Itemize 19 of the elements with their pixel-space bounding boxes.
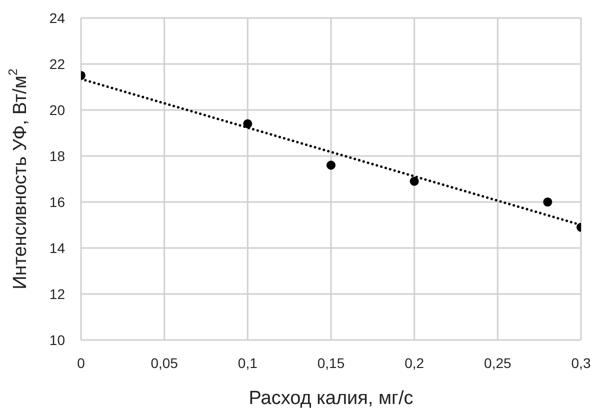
x-axis-title: Расход калия, мг/с [248, 388, 414, 408]
y-tick-label: 24 [49, 10, 66, 26]
point [243, 119, 252, 128]
point [326, 160, 336, 170]
x-tick-label: 0,15 [317, 354, 345, 371]
y-tick-label: 10 [49, 332, 66, 348]
x-tick-label: 0,1 [238, 354, 258, 371]
y-tick-label: 14 [49, 240, 66, 256]
point [410, 176, 419, 186]
x-tick-label: 0,25 [484, 354, 512, 371]
x-tick-label: 0 [77, 354, 86, 371]
x-tick-label: 0,05 [150, 354, 178, 371]
y-tick-label: 22 [49, 56, 66, 72]
y-tick-label: 12 [49, 286, 66, 302]
x-tick-label: 0,2 [404, 354, 424, 371]
y-tick-label: 16 [49, 194, 66, 210]
y-tick-label: 20 [49, 102, 66, 118]
x-tick-label: 0,3 [571, 354, 591, 371]
y-tick-label: 18 [49, 148, 66, 164]
